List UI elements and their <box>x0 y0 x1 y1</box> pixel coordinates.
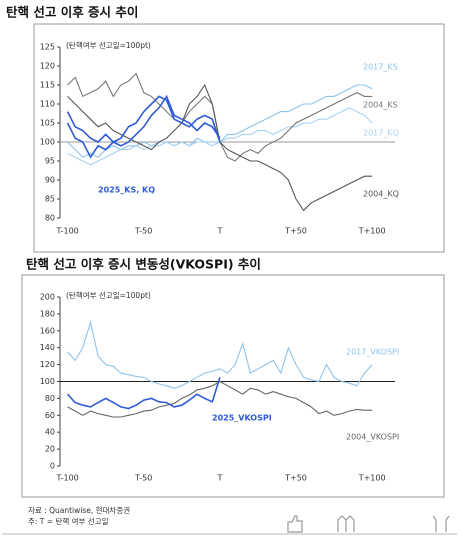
y-tick-label: 60 <box>45 411 55 420</box>
series-line <box>66 94 221 159</box>
y-tick-label: 20 <box>45 445 55 454</box>
y-tick-label: 100 <box>40 377 55 386</box>
chart-frame <box>21 274 445 498</box>
icons <box>287 515 450 533</box>
y-tick-label: 180 <box>40 309 55 318</box>
y-tick-label: 0 <box>50 462 55 471</box>
series-line <box>66 95 221 143</box>
axis-note: (탄핵여부 선고일=100pt) <box>66 290 151 300</box>
series-label: 2025_VKOSPI <box>212 414 272 423</box>
source: 자료 : Quantiwise, 현대차증권 <box>28 506 130 515</box>
chart-frame <box>33 23 445 253</box>
axis-note: (탄핵여부 선고일=100pt) <box>66 40 151 50</box>
x-tick-label: T-100 <box>55 474 78 483</box>
y-tick-label: 100 <box>40 138 55 147</box>
series-line <box>67 320 373 389</box>
x-tick-label: T <box>216 227 222 236</box>
series-label: 2025_KS, KQ <box>98 186 155 195</box>
series-label: 2017_KQ <box>363 129 399 138</box>
y-tick-label: 80 <box>45 214 55 223</box>
series-label: 2017_KS <box>363 63 398 72</box>
series-line <box>67 107 373 166</box>
y-tick-label: 140 <box>40 343 55 352</box>
x-tick-label: T+50 <box>284 227 307 236</box>
y-tick-label: 95 <box>45 157 55 166</box>
y-tick-label: 120 <box>40 360 55 369</box>
y-tick-label: 105 <box>40 119 55 128</box>
series-label: 2004_KQ <box>363 190 399 199</box>
series-label: 2004_VKOSPI <box>346 433 399 442</box>
x-tick-label: T-50 <box>134 474 152 483</box>
series-line <box>67 377 221 410</box>
x-tick-label: T-50 <box>134 227 152 236</box>
chart-title: 탄핵 선고 이후 증시 변동성(VKOSPI) 추이 <box>26 257 261 272</box>
y-tick-label: 85 <box>45 195 55 204</box>
y-tick-label: 115 <box>40 81 55 90</box>
y-tick-label: 40 <box>45 428 55 437</box>
y-tick-label: 90 <box>45 176 55 185</box>
series-label: 2017_VKOSPI <box>346 348 399 357</box>
series-line <box>67 380 373 418</box>
footnote: 주: T = 탄핵 여부 선고일 <box>28 516 109 526</box>
series-label: 2004_KS <box>363 101 398 110</box>
chart-title: 탄핵 선고 이후 증시 추이 <box>6 5 138 20</box>
x-tick-label: T+50 <box>284 474 307 483</box>
y-tick-label: 120 <box>40 62 55 71</box>
x-tick-label: T+100 <box>358 474 386 483</box>
y-tick-label: 125 <box>40 43 55 52</box>
x-tick-label: T <box>216 474 222 483</box>
x-tick-label: T-100 <box>55 227 78 236</box>
y-tick-label: 160 <box>40 326 55 335</box>
y-tick-label: 80 <box>45 394 55 403</box>
series-line <box>67 72 373 162</box>
y-tick-label: 110 <box>40 100 55 109</box>
x-tick-label: T+100 <box>358 227 386 236</box>
y-tick-label: 200 <box>40 293 55 302</box>
